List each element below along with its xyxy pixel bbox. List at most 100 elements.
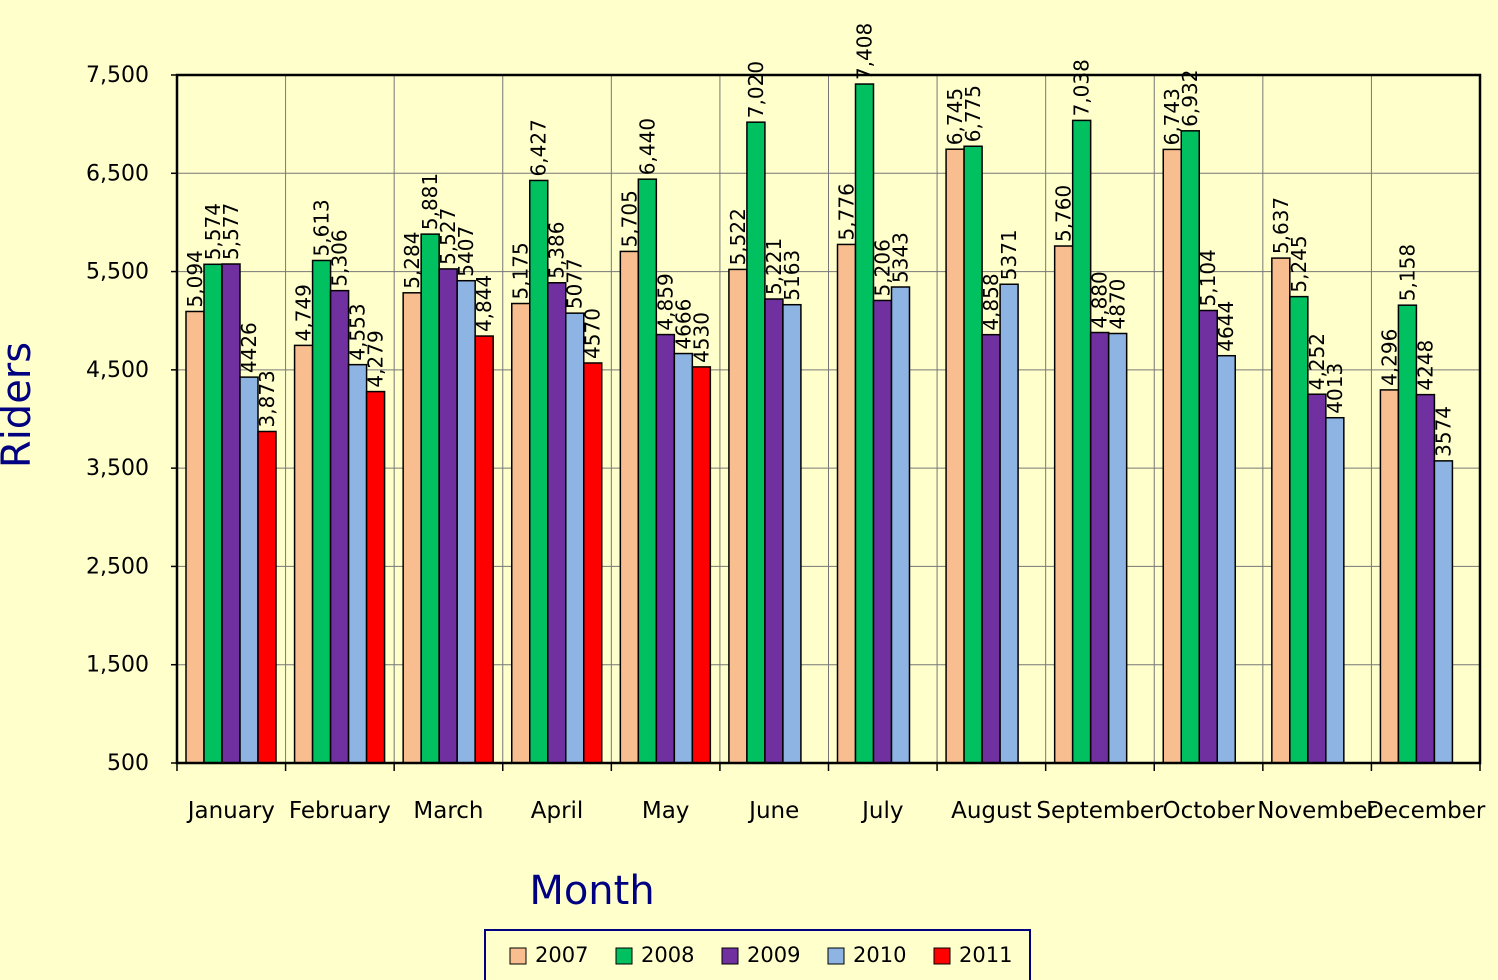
y-axis-label: Riders	[0, 342, 40, 468]
data-label: 4426	[237, 322, 261, 373]
bar	[565, 312, 585, 764]
bar	[239, 376, 259, 764]
legend-swatch	[933, 947, 951, 965]
data-label: 5407	[454, 226, 478, 277]
bar	[1089, 331, 1110, 764]
legend-label: 2011	[959, 943, 1012, 967]
bar	[402, 292, 422, 764]
data-label: 4530	[689, 312, 713, 363]
bar	[438, 268, 458, 764]
data-label: 5,284	[400, 232, 424, 289]
data-label: 5,527	[436, 208, 460, 265]
plot-frame	[175, 73, 1482, 765]
data-label: 5,760	[1052, 185, 1076, 242]
bar	[1053, 245, 1074, 764]
data-label: 4,749	[292, 284, 316, 341]
data-label: 5,094	[183, 250, 207, 307]
x-tick-label: October	[1163, 798, 1256, 824]
x-tick-label: August	[951, 798, 1032, 824]
bar	[854, 83, 875, 764]
data-label: 4570	[581, 308, 605, 359]
x-tick-label: April	[531, 798, 584, 824]
data-label: 5,613	[310, 199, 334, 256]
data-label: 5,386	[545, 222, 569, 279]
bar	[1198, 309, 1218, 764]
bar	[1325, 416, 1345, 764]
bar	[1180, 130, 1200, 764]
data-label: 4666	[671, 299, 695, 350]
data-label: 6,745	[943, 88, 967, 145]
bar	[619, 250, 640, 764]
data-label: 4,296	[1377, 329, 1401, 386]
data-label: 5,705	[617, 190, 641, 247]
legend-swatch	[615, 947, 633, 965]
bar	[728, 268, 748, 764]
bar	[890, 286, 911, 764]
x-tick-label: February	[289, 798, 391, 824]
bar	[1107, 332, 1128, 764]
data-label: 6,932	[1178, 70, 1202, 127]
data-label: 5371	[997, 229, 1021, 280]
x-tick-label: May	[642, 798, 690, 824]
y-tick-label: 4,500	[86, 358, 149, 383]
x-tick-label: September	[1036, 798, 1164, 824]
data-label: 3,873	[255, 370, 279, 427]
data-label: 5,175	[509, 242, 533, 299]
data-label: 4644	[1214, 301, 1238, 352]
data-label: 7,020	[744, 61, 768, 118]
y-tick-label: 2,500	[86, 554, 149, 579]
bar	[1162, 148, 1182, 764]
legend-label: 2008	[641, 943, 694, 967]
data-label: 6,427	[527, 119, 551, 176]
bar	[1216, 354, 1236, 764]
x-tick-label: June	[747, 798, 799, 824]
data-label: 3574	[1431, 406, 1455, 457]
bar	[474, 335, 494, 764]
data-label: 5,245	[1287, 235, 1311, 292]
data-label: 5077	[563, 258, 587, 309]
x-tick-label: January	[186, 798, 275, 824]
legend-swatch	[721, 947, 739, 965]
bar	[257, 430, 277, 764]
data-label: 7,038	[1070, 59, 1094, 116]
y-tick-label: 500	[107, 751, 149, 776]
bar	[185, 310, 205, 764]
bar	[456, 279, 476, 764]
x-tick-label: March	[413, 798, 483, 824]
bar	[691, 366, 712, 764]
bar	[981, 333, 1001, 764]
bar	[1307, 393, 1327, 764]
bar	[655, 333, 676, 764]
bar	[1379, 389, 1400, 764]
y-tick-label: 3,500	[86, 456, 149, 481]
bar	[203, 263, 223, 764]
legend-swatch	[509, 947, 527, 965]
data-label: 4,553	[346, 303, 370, 360]
data-label: 5,206	[871, 239, 895, 296]
data-label: 5,306	[328, 229, 352, 286]
bar	[547, 282, 567, 764]
data-label: 5,221	[762, 238, 786, 295]
data-label: 4,880	[1088, 271, 1112, 328]
y-tick-label: 6,500	[86, 161, 149, 186]
data-label: 4013	[1323, 363, 1347, 414]
data-label: 4,858	[979, 273, 1003, 330]
legend-label: 2010	[853, 943, 906, 967]
bar	[746, 121, 766, 764]
bar	[293, 344, 314, 764]
data-label: 5,104	[1196, 249, 1220, 306]
bar	[420, 233, 440, 764]
data-label: 4,279	[364, 330, 388, 387]
x-tick-label: November	[1257, 798, 1377, 824]
bar	[963, 145, 983, 764]
bar	[311, 259, 332, 764]
bar	[764, 298, 784, 764]
bar	[347, 363, 368, 764]
data-label: 4,252	[1305, 333, 1329, 390]
bar	[365, 390, 386, 764]
data-label: 4870	[1106, 279, 1130, 330]
data-label: 4,859	[653, 273, 677, 330]
bar	[1271, 257, 1291, 764]
data-label: 4248	[1413, 340, 1437, 391]
bar	[583, 362, 603, 764]
